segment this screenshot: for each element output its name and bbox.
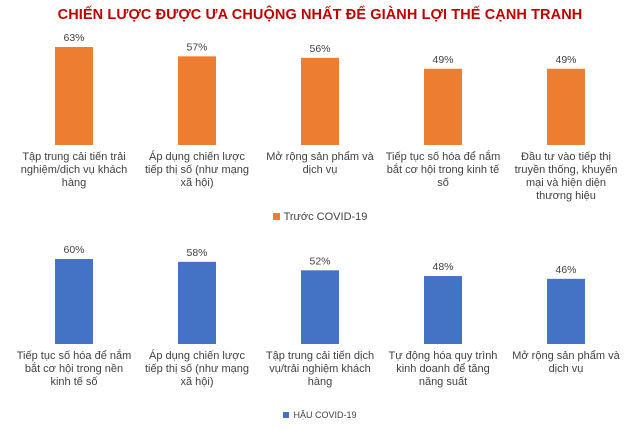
- bars-svg: 63% 57% 56% 49% 49%: [55, 32, 585, 146]
- category-label-3: Mở rộng sản phẩm và dịch vụ: [266, 151, 374, 176]
- chart-after-covid: 60% 58% 52% 48% 46% Tiếp tục số hóa để nắm bắ…: [16, 244, 620, 388]
- legend-swatch-after-covid: [283, 412, 290, 418]
- category-label-1: Tiếp tục số hóa để nắm bắt cơ hội trong …: [16, 350, 132, 388]
- category-label-5: Mở rộng sản phẩm và dịch vụ: [512, 350, 620, 375]
- category-label-1: Tập trung cải tiến trải nghiệm/dịch vụ k…: [20, 151, 128, 189]
- bar-2: [178, 261, 216, 344]
- bar-4: [424, 68, 462, 145]
- data-label-4: 49%: [432, 54, 453, 66]
- data-label-3: 52%: [309, 255, 330, 267]
- data-label-5: 46%: [555, 264, 576, 276]
- data-label-2: 58%: [186, 247, 207, 259]
- bar-2: [178, 56, 216, 146]
- category-label-2: Áp dụng chiến lược tiếp thị số (như mạng…: [145, 350, 249, 388]
- category-label-3: Tập trung cải tiến dịch vụ/trải nghiệm k…: [265, 350, 375, 388]
- bar-5: [547, 278, 585, 344]
- category-label-4: Tự động hóa quy trình kinh doanh để tăng…: [388, 350, 498, 388]
- legend-before-covid: Trước COVID-19: [0, 211, 640, 223]
- data-label-1: 63%: [63, 32, 84, 44]
- legend-after-covid: HẬU COVID-19: [0, 410, 640, 420]
- data-label-5: 49%: [555, 54, 576, 66]
- chart-title: CHIẾN LƯỢC ĐƯỢC ƯA CHUỘNG NHẤT ĐỂ GIÀNH …: [57, 7, 583, 23]
- legend-label-before-covid: Trước COVID-19: [283, 211, 368, 223]
- bar-1: [55, 259, 93, 344]
- bar-5: [547, 68, 585, 145]
- data-label-1: 60%: [63, 244, 84, 256]
- category-label-5: Đầu tư vào tiếp thị truyền thống, khuyến…: [514, 151, 618, 202]
- legend-swatch-before-covid: [272, 213, 280, 220]
- data-label-4: 48%: [432, 261, 453, 273]
- bar-3: [301, 270, 339, 344]
- bars-svg: 60% 58% 52% 48% 46%: [55, 244, 585, 344]
- chart-before-covid: 63% 57% 56% 49% 49% Tập trung cải tiến trải n…: [20, 32, 618, 202]
- category-label-2: Áp dụng chiến lược tiếp thị số (như mạng…: [145, 151, 249, 189]
- data-label-3: 56%: [309, 43, 330, 55]
- bar-1: [55, 47, 93, 145]
- bar-3: [301, 57, 339, 146]
- bar-4: [424, 276, 462, 344]
- legend-label-after-covid: HẬU COVID-19: [293, 410, 357, 420]
- category-label-4: Tiếp tục số hóa để nắm bắt cơ hội trong …: [385, 151, 501, 189]
- data-label-2: 57%: [186, 41, 207, 53]
